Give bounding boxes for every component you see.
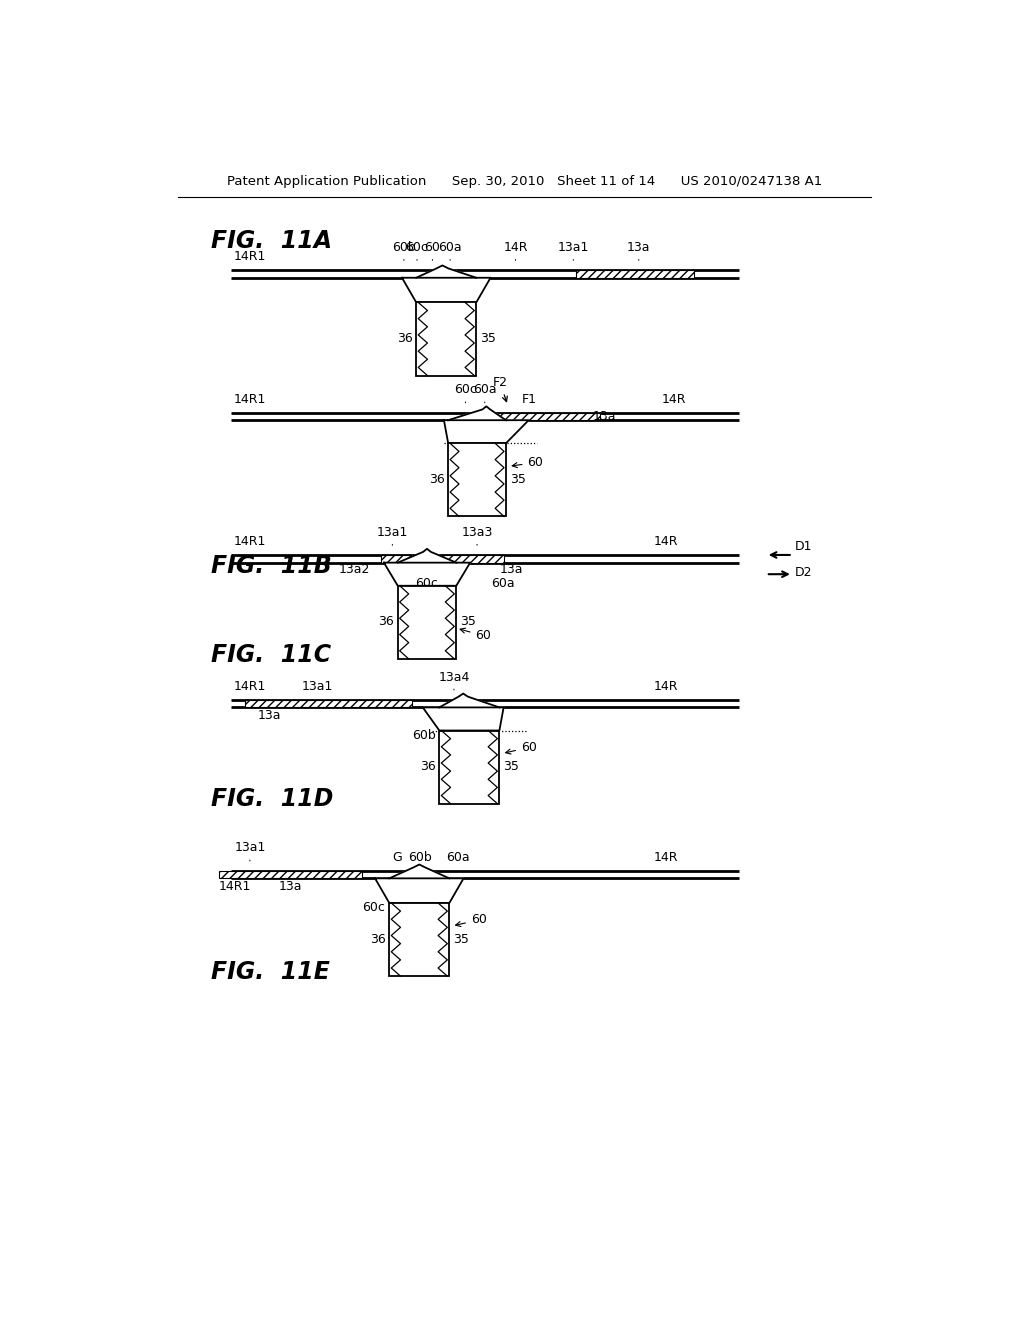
Text: D1: D1 bbox=[795, 540, 813, 553]
Polygon shape bbox=[375, 878, 464, 903]
Text: F1: F1 bbox=[521, 392, 537, 405]
Text: $\theta$1: $\theta$1 bbox=[452, 457, 468, 471]
Bar bbox=[389, 903, 450, 977]
Text: FIG.  11E: FIG. 11E bbox=[211, 960, 331, 983]
Bar bbox=[473, 412, 600, 420]
Text: 13a1: 13a1 bbox=[377, 525, 408, 545]
Text: FIG.  11A: FIG. 11A bbox=[211, 230, 333, 253]
Bar bbox=[575, 271, 694, 277]
Text: 36: 36 bbox=[420, 760, 435, 774]
Text: Patent Application Publication      Sep. 30, 2010   Sheet 11 of 14      US 2010/: Patent Application Publication Sep. 30, … bbox=[227, 176, 822, 187]
Polygon shape bbox=[423, 708, 504, 730]
Text: 14R: 14R bbox=[654, 680, 679, 693]
Text: 14R1: 14R1 bbox=[233, 392, 266, 405]
Text: 14R1: 14R1 bbox=[219, 880, 252, 892]
Text: 36: 36 bbox=[396, 333, 413, 345]
Text: 35: 35 bbox=[454, 933, 469, 945]
Text: 13a: 13a bbox=[258, 709, 282, 722]
Text: 60: 60 bbox=[512, 455, 544, 469]
Text: 60: 60 bbox=[460, 628, 492, 643]
Text: 60: 60 bbox=[425, 240, 440, 260]
Text: D2: D2 bbox=[795, 566, 813, 579]
Text: 14R: 14R bbox=[654, 850, 679, 863]
Bar bbox=[397, 586, 457, 659]
Text: 60: 60 bbox=[506, 741, 537, 754]
Polygon shape bbox=[416, 265, 476, 277]
Text: 13a1: 13a1 bbox=[234, 841, 265, 861]
Text: FIG.  11D: FIG. 11D bbox=[211, 787, 334, 812]
Polygon shape bbox=[389, 865, 450, 878]
Bar bbox=[245, 700, 412, 708]
Text: 14R: 14R bbox=[654, 535, 679, 548]
Text: 36: 36 bbox=[429, 473, 444, 486]
Bar bbox=[219, 871, 361, 878]
Text: 60a: 60a bbox=[473, 383, 497, 403]
Bar bbox=[381, 554, 504, 562]
Text: 60a: 60a bbox=[438, 240, 462, 260]
Text: 13a3: 13a3 bbox=[462, 525, 493, 545]
Text: G: G bbox=[392, 850, 402, 863]
Text: 13a: 13a bbox=[500, 562, 523, 576]
Text: 60c: 60c bbox=[406, 240, 428, 260]
Text: 14R1: 14R1 bbox=[233, 535, 266, 548]
Text: 35: 35 bbox=[480, 333, 496, 345]
Text: 60: 60 bbox=[456, 913, 486, 927]
Polygon shape bbox=[444, 420, 528, 444]
Text: $\theta$2: $\theta$2 bbox=[447, 744, 463, 759]
Text: 60b: 60b bbox=[412, 729, 435, 742]
Bar bbox=[439, 730, 500, 804]
Text: 14R: 14R bbox=[504, 240, 527, 260]
Text: 60b: 60b bbox=[392, 240, 416, 260]
Text: 13a1: 13a1 bbox=[558, 240, 589, 260]
Text: 35: 35 bbox=[503, 760, 519, 774]
Text: 35: 35 bbox=[510, 473, 525, 486]
Text: 36: 36 bbox=[378, 615, 394, 628]
Text: 14R1: 14R1 bbox=[233, 680, 266, 693]
Text: 60a: 60a bbox=[490, 577, 514, 590]
Bar bbox=[416, 302, 476, 376]
Text: 35: 35 bbox=[460, 615, 476, 628]
Text: 60c: 60c bbox=[454, 383, 477, 403]
Text: 60c: 60c bbox=[416, 577, 438, 590]
Text: FIG.  11C: FIG. 11C bbox=[211, 643, 332, 667]
Text: F2: F2 bbox=[493, 376, 508, 401]
Text: 13a2: 13a2 bbox=[339, 562, 370, 576]
Text: 13a: 13a bbox=[627, 240, 650, 260]
Polygon shape bbox=[449, 407, 506, 420]
Polygon shape bbox=[402, 277, 490, 302]
Text: 13a: 13a bbox=[279, 880, 302, 892]
Text: 13a4: 13a4 bbox=[438, 671, 470, 690]
Text: 13a: 13a bbox=[593, 409, 616, 422]
Polygon shape bbox=[439, 693, 500, 708]
Text: 60b: 60b bbox=[408, 850, 431, 863]
Bar bbox=[449, 444, 506, 516]
Text: 36: 36 bbox=[370, 933, 385, 945]
Text: 14R: 14R bbox=[662, 392, 686, 405]
Text: 13a1: 13a1 bbox=[301, 680, 333, 693]
Polygon shape bbox=[397, 549, 457, 562]
Text: 14R1: 14R1 bbox=[233, 249, 266, 263]
Text: 60c: 60c bbox=[362, 900, 385, 913]
Text: FIG.  11B: FIG. 11B bbox=[211, 554, 332, 578]
Text: 60a: 60a bbox=[446, 850, 470, 863]
Polygon shape bbox=[384, 562, 470, 586]
